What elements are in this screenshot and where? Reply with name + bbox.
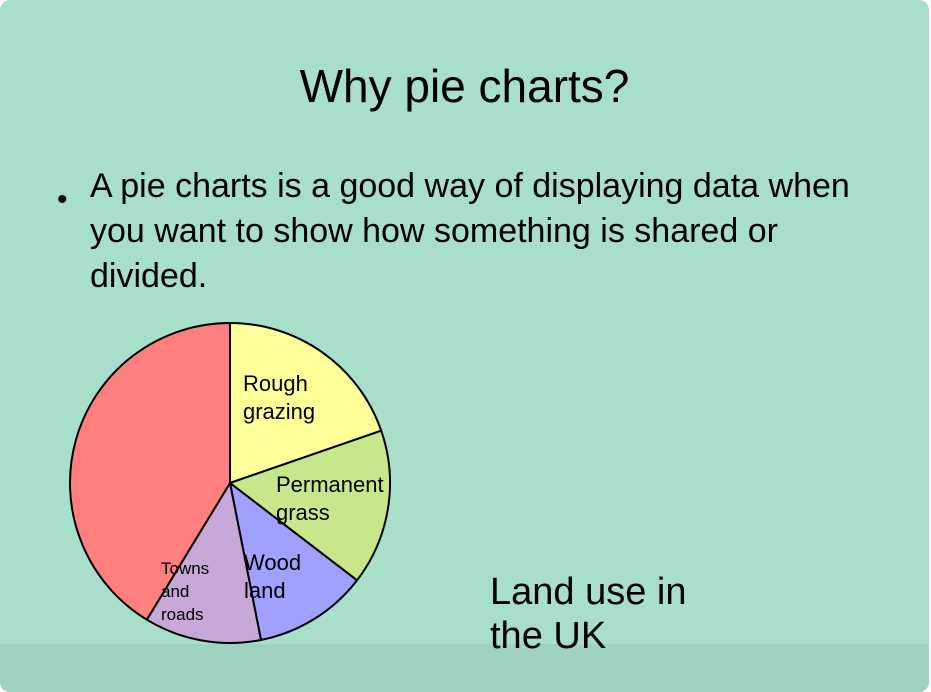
- chart-caption: Land use in the UK: [490, 570, 687, 658]
- pie-label-rough-grazing: Rough grazing: [243, 371, 315, 424]
- pie-label-permanent-grass: Permanent grass: [276, 472, 384, 525]
- pie-slice-permanent-grass: [229, 429, 391, 582]
- bullet-icon: •: [57, 183, 68, 216]
- pie-label-towns-and-roads: Towns and roads: [161, 559, 209, 624]
- bullet-text: A pie charts is a good way of displaying…: [90, 167, 850, 295]
- slide-footer-band: [0, 644, 929, 692]
- caption-line-2: the UK: [490, 615, 607, 657]
- pie-slice-wood-land: [229, 482, 359, 641]
- pie-slice-towns-and-roads: [145, 482, 262, 644]
- pie-label-wood-land: Wood land: [244, 550, 301, 603]
- pie-slice-unlabelled: [69, 322, 231, 621]
- slide-title: Why pie charts?: [299, 60, 630, 112]
- caption-line-1: Land use in: [490, 571, 687, 613]
- pie-slice-rough-grazing: [229, 322, 383, 484]
